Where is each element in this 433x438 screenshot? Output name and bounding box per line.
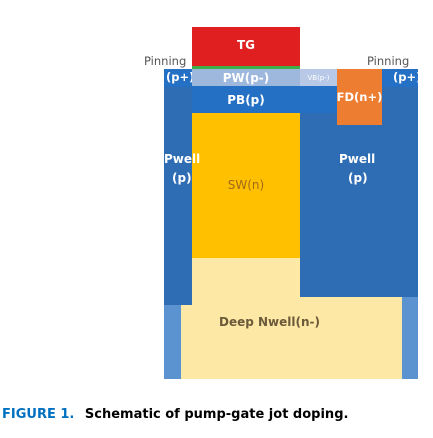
vb-region: VB(p-)	[300, 69, 337, 87]
pwell-right-edge	[402, 297, 418, 379]
pwell-left-label-2: (p)	[172, 171, 192, 185]
fd-label: FD(n+)	[336, 90, 383, 104]
pwell-right-label-2: (p)	[348, 171, 368, 185]
pinning-label-left: Pinning	[144, 54, 187, 68]
sw-label: SW(n)	[227, 177, 265, 192]
pwell-left-label-1: Pwell	[164, 152, 201, 166]
p-plus-right-label: (p+)	[393, 70, 422, 84]
vb-label: VB(p-)	[307, 74, 330, 82]
pwell-left-region	[164, 69, 192, 305]
caption-text: Schematic of pump-gate jot doping.	[84, 407, 349, 422]
pb-label: PB(p)	[227, 92, 265, 107]
pw-region: PW(p-)	[192, 69, 300, 86]
transfer-gate: TG	[192, 27, 300, 67]
pinning-label-right: Pinning	[367, 54, 410, 68]
pwell-right-label-1: Pwell	[339, 152, 376, 166]
p-plus-right-region	[382, 69, 418, 87]
pw-label: PW(p-)	[222, 70, 270, 85]
doping-diagram: TG Pinning Pinning (p+) (p+) PW(p-) VB(p…	[144, 27, 422, 379]
fd-region: FD(n+)	[337, 69, 382, 125]
tg-label: TG	[236, 38, 256, 52]
figure-caption: FIGURE 1. Schematic of pump-gate jot dop…	[2, 407, 432, 422]
gate-oxide	[192, 66, 300, 69]
pwell-left-edge	[164, 305, 181, 379]
p-plus-left-region	[164, 69, 192, 87]
p-plus-left-label: (p+)	[166, 70, 195, 84]
deep-nwell-label: Deep Nwell(n-)	[219, 315, 320, 329]
caption-prefix: FIGURE 1.	[2, 407, 75, 422]
sw-region: SW(n)	[192, 113, 300, 258]
pb-region: PB(p)	[192, 86, 337, 113]
